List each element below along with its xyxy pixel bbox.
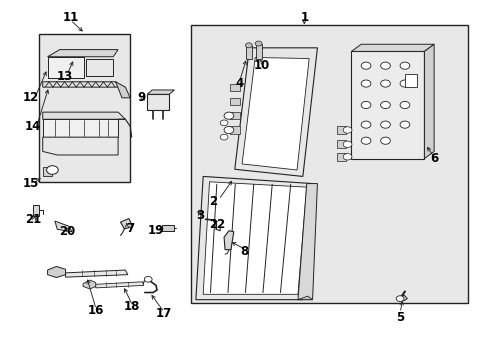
Circle shape xyxy=(399,80,409,87)
Polygon shape xyxy=(234,48,317,176)
Text: 3: 3 xyxy=(196,209,204,222)
Polygon shape xyxy=(242,58,308,170)
Text: 14: 14 xyxy=(25,120,41,133)
Polygon shape xyxy=(255,44,262,59)
Circle shape xyxy=(343,141,351,148)
Bar xyxy=(191,24,467,303)
Circle shape xyxy=(361,102,370,109)
Circle shape xyxy=(255,41,262,46)
Text: 6: 6 xyxy=(429,152,437,165)
Text: 20: 20 xyxy=(59,225,75,238)
Polygon shape xyxy=(47,266,65,278)
Circle shape xyxy=(380,137,389,144)
Circle shape xyxy=(380,62,389,69)
Text: 18: 18 xyxy=(123,300,140,313)
Polygon shape xyxy=(42,137,118,155)
Text: 21: 21 xyxy=(25,213,41,226)
Polygon shape xyxy=(229,126,239,134)
Text: 12: 12 xyxy=(22,91,39,104)
Polygon shape xyxy=(147,94,169,111)
Circle shape xyxy=(399,62,409,69)
Bar xyxy=(404,73,416,87)
Text: 13: 13 xyxy=(56,70,73,83)
Polygon shape xyxy=(203,182,306,294)
Circle shape xyxy=(343,154,351,160)
Polygon shape xyxy=(297,296,312,300)
Polygon shape xyxy=(297,184,317,300)
Circle shape xyxy=(361,62,370,69)
Polygon shape xyxy=(47,50,118,57)
Circle shape xyxy=(220,134,227,140)
Circle shape xyxy=(224,112,233,119)
Text: 10: 10 xyxy=(253,59,269,72)
Polygon shape xyxy=(42,82,120,87)
Circle shape xyxy=(46,166,58,174)
Polygon shape xyxy=(96,282,143,288)
Polygon shape xyxy=(147,90,174,94)
Polygon shape xyxy=(336,140,345,148)
Text: 7: 7 xyxy=(126,222,134,235)
Bar xyxy=(39,33,130,182)
Polygon shape xyxy=(83,280,96,289)
Polygon shape xyxy=(85,59,113,76)
Text: 4: 4 xyxy=(235,77,243,90)
Polygon shape xyxy=(42,119,118,137)
Polygon shape xyxy=(351,44,433,51)
Text: 2: 2 xyxy=(208,195,217,208)
Bar xyxy=(43,167,52,176)
Text: 11: 11 xyxy=(62,11,79,24)
Circle shape xyxy=(220,120,227,126)
Text: 8: 8 xyxy=(240,245,248,258)
Polygon shape xyxy=(55,221,72,232)
Circle shape xyxy=(399,121,409,128)
Polygon shape xyxy=(336,126,345,134)
Polygon shape xyxy=(224,231,233,249)
Polygon shape xyxy=(196,176,312,300)
Circle shape xyxy=(361,121,370,128)
Polygon shape xyxy=(47,57,84,78)
Text: 15: 15 xyxy=(22,177,39,190)
Circle shape xyxy=(245,43,252,48)
Circle shape xyxy=(224,126,233,134)
Circle shape xyxy=(361,137,370,144)
Text: 5: 5 xyxy=(395,311,404,324)
Polygon shape xyxy=(120,219,132,229)
Circle shape xyxy=(343,127,351,133)
Circle shape xyxy=(380,121,389,128)
Circle shape xyxy=(380,80,389,87)
Circle shape xyxy=(361,80,370,87)
Polygon shape xyxy=(33,205,39,216)
Text: 19: 19 xyxy=(147,224,164,237)
Text: 17: 17 xyxy=(156,307,172,320)
Circle shape xyxy=(395,296,403,301)
Polygon shape xyxy=(229,98,239,105)
Circle shape xyxy=(144,276,152,282)
Polygon shape xyxy=(229,112,239,119)
Polygon shape xyxy=(65,270,127,277)
Text: 1: 1 xyxy=(300,11,308,24)
Text: 16: 16 xyxy=(88,304,104,317)
Text: 9: 9 xyxy=(137,91,145,104)
Polygon shape xyxy=(245,46,251,59)
Polygon shape xyxy=(116,82,130,98)
Polygon shape xyxy=(162,225,174,231)
Polygon shape xyxy=(336,153,345,161)
Circle shape xyxy=(380,102,389,109)
Text: 22: 22 xyxy=(209,218,225,231)
Circle shape xyxy=(399,102,409,109)
Polygon shape xyxy=(229,84,239,91)
Polygon shape xyxy=(42,112,125,119)
Polygon shape xyxy=(399,295,407,301)
Polygon shape xyxy=(424,44,433,158)
Polygon shape xyxy=(351,51,424,158)
